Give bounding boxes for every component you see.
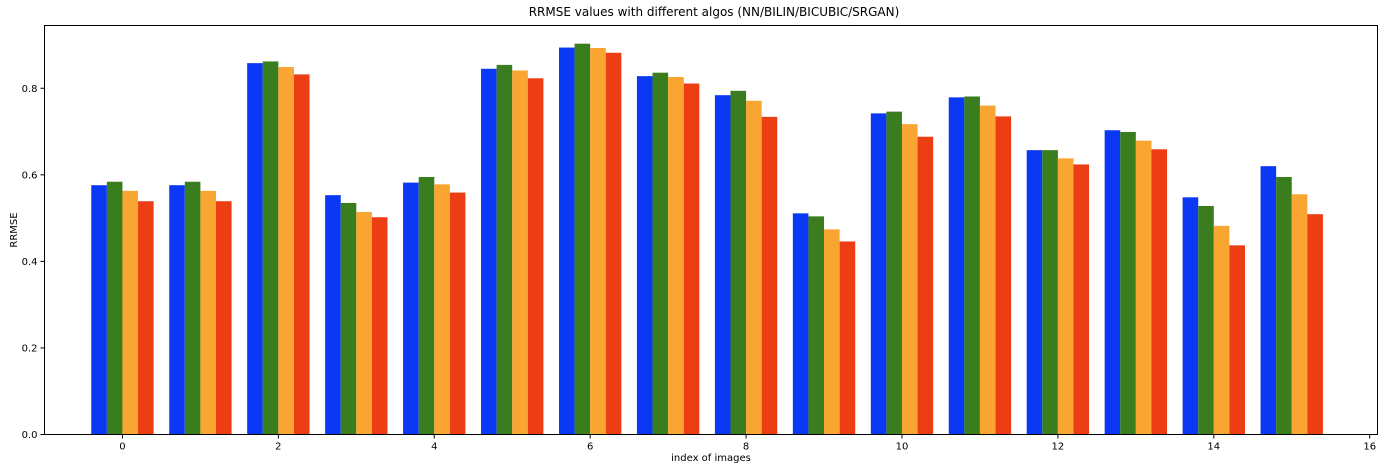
bars-group: [91, 43, 1323, 435]
bar-series-4-index-0: [138, 201, 154, 435]
bar-series-2-index-5: [496, 64, 513, 435]
bar-series-4-index-1: [216, 201, 232, 435]
bar-series-4-index-3: [371, 217, 388, 435]
bar-series-1-index-5: [481, 68, 497, 435]
chart-title: RRMSE values with different algos (NN/BI…: [529, 5, 900, 19]
bar-series-3-index-2: [278, 67, 294, 435]
bar-series-3-index-10: [901, 124, 918, 435]
bar-series-4-index-11: [995, 116, 1012, 435]
bar-series-2-index-9: [808, 216, 825, 435]
x-tick-label: 4: [431, 442, 437, 453]
bar-series-4-index-8: [761, 116, 778, 435]
x-axis-ticks: 0 2 4 6 8 10 12 14 16: [119, 434, 1376, 453]
x-tick-label: 2: [275, 442, 281, 453]
bar-series-3-index-12: [1057, 158, 1074, 435]
bar-series-1-index-6: [558, 47, 575, 435]
bar-series-3-index-15: [1291, 194, 1308, 435]
bar-series-1-index-7: [636, 76, 653, 435]
bar-series-2-index-10: [886, 111, 902, 435]
bar-series-2-index-11: [964, 96, 980, 435]
y-tick-label: 0.8: [22, 84, 38, 95]
bar-series-2-index-15: [1276, 176, 1292, 435]
bar-series-4-index-2: [293, 74, 310, 435]
bar-series-3-index-6: [590, 48, 606, 435]
bar-series-4-index-4: [449, 192, 466, 435]
bar-series-2-index-1: [184, 181, 201, 435]
bar-series-1-index-14: [1182, 197, 1199, 435]
bar-series-4-index-15: [1307, 214, 1323, 435]
bar-series-3-index-3: [356, 212, 372, 435]
bar-series-3-index-7: [668, 77, 684, 435]
bar-series-1-index-1: [169, 185, 185, 435]
y-tick-label: 0.6: [22, 170, 38, 181]
x-tick-label: 0: [119, 442, 125, 453]
bar-series-4-index-7: [683, 83, 700, 435]
bar-series-3-index-1: [200, 190, 216, 435]
bar-series-3-index-5: [512, 70, 528, 435]
bar-series-2-index-14: [1198, 205, 1214, 435]
y-tick-label: 0.0: [22, 430, 38, 441]
x-tick-label: 10: [896, 442, 909, 453]
y-axis-ticks: 0.0 0.2 0.4 0.6 0.8: [22, 84, 45, 441]
bar-series-2-index-8: [730, 90, 747, 435]
bar-series-1-index-15: [1260, 166, 1277, 435]
bar-series-1-index-13: [1104, 130, 1121, 435]
bar-series-1-index-11: [948, 97, 965, 435]
bar-series-3-index-8: [746, 100, 762, 435]
bar-series-1-index-4: [403, 182, 419, 435]
bar-series-4-index-14: [1229, 245, 1245, 435]
bar-series-4-index-9: [839, 241, 856, 435]
bar-series-1-index-10: [870, 113, 887, 435]
bar-series-4-index-10: [917, 136, 934, 435]
bar-series-1-index-0: [91, 185, 107, 435]
bar-series-3-index-11: [979, 105, 996, 435]
bar-series-4-index-12: [1073, 164, 1090, 435]
x-tick-label: 12: [1052, 442, 1065, 453]
bar-series-2-index-2: [262, 61, 279, 435]
bar-series-2-index-4: [418, 176, 435, 435]
y-tick-label: 0.2: [22, 343, 38, 354]
plot-frame: [44, 25, 1378, 435]
y-tick-label: 0.4: [22, 257, 38, 268]
bar-series-1-index-12: [1026, 150, 1043, 435]
x-tick-label: 14: [1207, 442, 1220, 453]
bar-series-1-index-9: [792, 213, 809, 435]
bar-series-1-index-3: [325, 195, 341, 435]
bar-series-4-index-13: [1151, 149, 1168, 435]
x-tick-label: 16: [1363, 442, 1376, 453]
x-tick-label: 6: [587, 442, 593, 453]
bar-series-1-index-8: [714, 95, 731, 435]
bar-series-3-index-13: [1135, 140, 1152, 435]
bar-series-4-index-5: [527, 78, 544, 435]
bar-series-2-index-0: [106, 181, 123, 435]
bar-series-1-index-2: [247, 63, 263, 435]
bar-series-4-index-6: [605, 52, 622, 435]
bar-series-2-index-13: [1120, 131, 1136, 435]
y-axis-label: RRMSE: [9, 212, 20, 247]
bar-series-3-index-4: [434, 184, 450, 435]
bar-series-2-index-3: [340, 202, 357, 435]
bar-series-3-index-0: [122, 190, 139, 435]
bar-series-3-index-14: [1213, 225, 1230, 435]
bar-series-2-index-6: [574, 43, 591, 435]
bar-series-2-index-12: [1042, 150, 1058, 435]
bar-series-2-index-7: [652, 72, 669, 435]
bar-series-3-index-9: [824, 229, 840, 435]
x-axis-label: index of images: [671, 453, 751, 464]
x-tick-label: 8: [743, 442, 749, 453]
